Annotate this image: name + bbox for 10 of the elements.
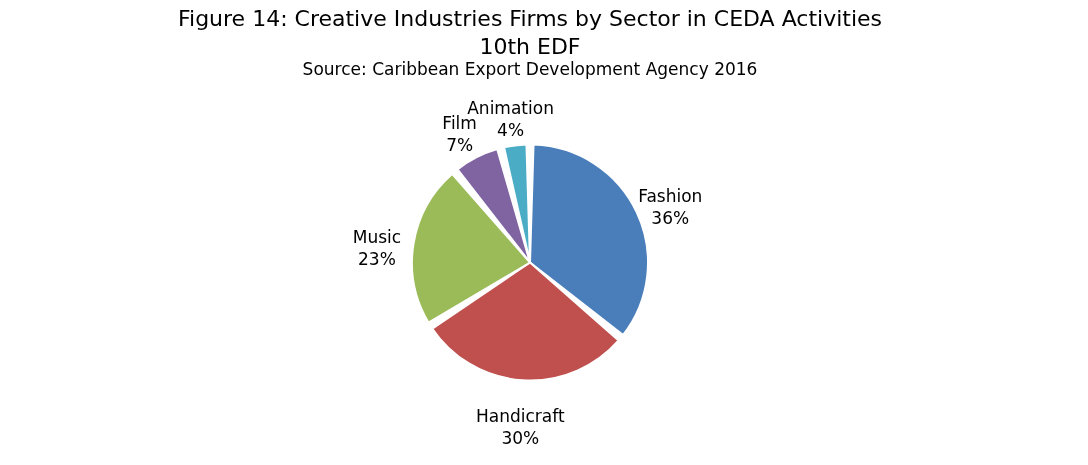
data-label: 30% — [501, 428, 540, 449]
data-label: 7% — [446, 135, 474, 156]
slice-label: Music — [352, 227, 402, 248]
chart-title: Figure 14: Creative Industries Firms by Sector in CEDA Activities 10th EDF — [177, 6, 883, 59]
slice-label: Handicraft — [475, 406, 565, 427]
data-label: 36% — [651, 207, 690, 228]
data-label: 4% — [497, 119, 525, 140]
data-label: 23% — [358, 249, 396, 270]
slice-label: Fashion — [638, 185, 703, 206]
chart-subtitle: Source: Caribbean Export Development Agency 2016 — [302, 59, 758, 79]
